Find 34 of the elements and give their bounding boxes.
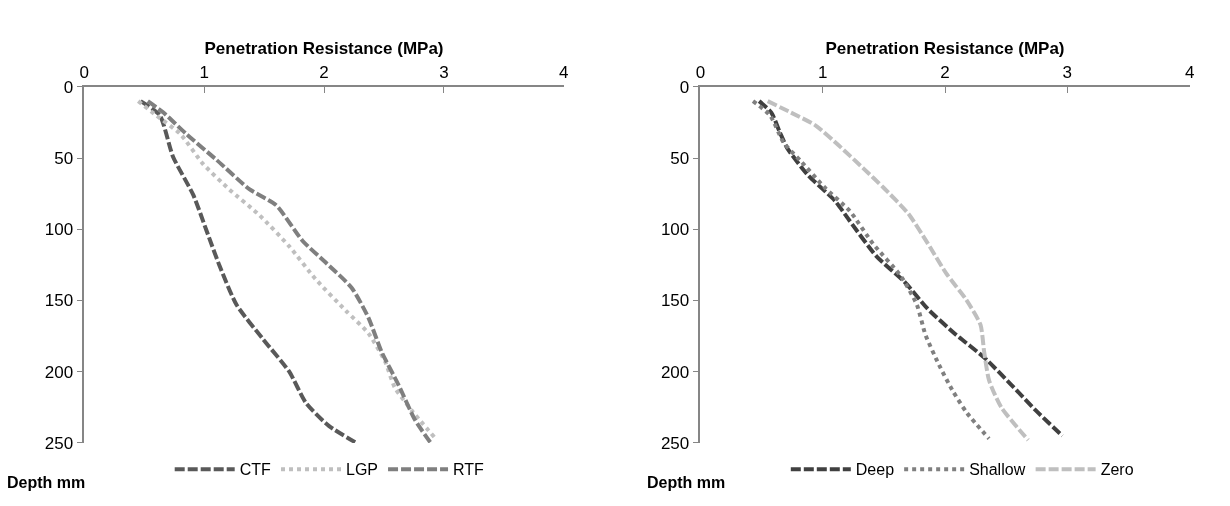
y-tick-label: 250 [44, 433, 74, 453]
x-tick-label: 2 [319, 63, 329, 83]
legend-label: Shallow [969, 461, 1026, 479]
x-axis-title: Penetration Resistance (MPa) [204, 39, 444, 59]
y-tick-label: 250 [660, 433, 690, 453]
y-axis-title: Depth mm [647, 474, 726, 491]
legend-label: Zero [1100, 461, 1134, 479]
line-series [138, 99, 359, 443]
legend-label: Deep [855, 461, 895, 479]
x-tick-label: 1 [199, 63, 209, 83]
x-axis-title: Penetration Resistance (MPa) [825, 39, 1065, 59]
x-tick-label: 4 [559, 63, 569, 83]
y-tick-label: 150 [44, 291, 74, 311]
y-axis-title: Depth mm [7, 474, 86, 491]
x-tick-label: 3 [439, 63, 449, 83]
legend-label: CTF [239, 461, 272, 479]
legend-label: LGP [346, 461, 379, 479]
y-tick-label: 50 [54, 149, 74, 169]
y-tick-label: 100 [44, 220, 74, 240]
y-tick-label: 200 [660, 362, 690, 382]
x-tick-label: 4 [1184, 63, 1195, 83]
y-tick-label: 0 [63, 77, 74, 97]
line-series [750, 99, 992, 441]
y-tick-label: 0 [679, 77, 690, 97]
x-tick-label: 1 [817, 63, 828, 83]
x-tick-label: 2 [940, 63, 950, 83]
legend-label: RTF [453, 461, 485, 479]
x-tick-label: 3 [1062, 63, 1073, 83]
y-tick-label: 150 [660, 291, 690, 311]
x-tick-label: 0 [695, 63, 706, 83]
y-tick-label: 100 [660, 220, 690, 240]
x-tick-label: 0 [79, 63, 90, 83]
y-tick-label: 200 [44, 362, 74, 382]
y-tick-label: 50 [670, 149, 690, 169]
